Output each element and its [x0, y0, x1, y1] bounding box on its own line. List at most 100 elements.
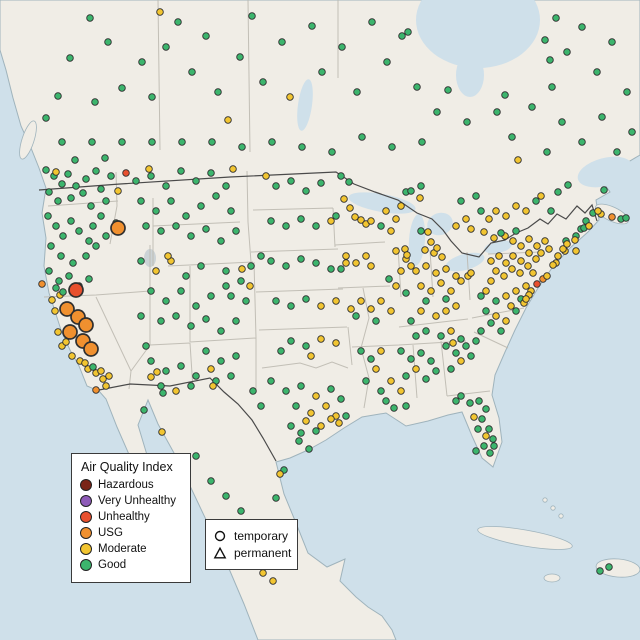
monitor-station-dot[interactable] [332, 212, 340, 220]
monitor-station-dot[interactable] [332, 297, 340, 305]
monitor-station-dot[interactable] [332, 339, 340, 347]
monitor-station-dot[interactable] [232, 317, 240, 325]
monitor-station-dot[interactable] [267, 377, 275, 385]
monitor-station-dot[interactable] [407, 317, 415, 325]
monitor-station-dot[interactable] [452, 302, 460, 310]
monitor-station-dot[interactable] [54, 197, 62, 205]
monitor-station-dot[interactable] [174, 18, 182, 26]
monitor-station-dot[interactable] [82, 175, 90, 183]
monitor-station-dot[interactable] [89, 222, 97, 230]
monitor-station-dot[interactable] [114, 187, 122, 195]
monitor-station-dot[interactable] [508, 133, 516, 141]
monitor-station-dot[interactable] [452, 272, 460, 280]
monitor-station-dot[interactable] [512, 307, 520, 315]
monitor-station-dot[interactable] [563, 240, 571, 248]
monitor-station-dot[interactable] [177, 167, 185, 175]
monitor-station-dot[interactable] [276, 470, 284, 478]
monitor-station-dot[interactable] [457, 197, 465, 205]
monitor-station-dot[interactable] [327, 217, 335, 225]
monitor-station-dot[interactable] [318, 68, 326, 76]
monitor-station-dot[interactable] [297, 215, 305, 223]
monitor-station-dot[interactable] [508, 265, 516, 273]
monitor-station-dot[interactable] [480, 228, 488, 236]
monitor-station-dot[interactable] [512, 202, 520, 210]
monitor-station-dot[interactable] [608, 213, 616, 221]
monitor-station-dot[interactable] [42, 166, 50, 174]
monitor-station-dot[interactable] [227, 207, 235, 215]
monitor-station-dot[interactable] [512, 287, 520, 295]
monitor-station-dot[interactable] [578, 23, 586, 31]
monitor-station-dot[interactable] [442, 342, 450, 350]
monitor-station-dot[interactable] [85, 237, 93, 245]
monitor-station-dot[interactable] [600, 186, 608, 194]
monitor-station-dot[interactable] [432, 312, 440, 320]
monitor-station-dot[interactable] [541, 36, 549, 44]
monitor-station-dot[interactable] [105, 372, 113, 380]
monitor-station-dot[interactable] [512, 227, 520, 235]
monitor-station-dot[interactable] [86, 14, 94, 22]
monitor-station-dot[interactable] [480, 442, 488, 450]
monitor-station-dot[interactable] [69, 259, 77, 267]
monitor-station-dot[interactable] [132, 177, 140, 185]
monitor-station-dot[interactable] [433, 108, 441, 116]
monitor-station-dot[interactable] [382, 207, 390, 215]
monitor-station-dot[interactable] [159, 389, 167, 397]
monitor-station-dot[interactable] [164, 252, 172, 260]
monitor-station-dot[interactable] [202, 32, 210, 40]
monitor-station-dot[interactable] [118, 84, 126, 92]
monitor-station-dot[interactable] [292, 402, 300, 410]
monitor-station-dot[interactable] [277, 347, 285, 355]
monitor-station-dot[interactable] [97, 185, 105, 193]
monitor-station-dot[interactable] [152, 207, 160, 215]
monitor-station-dot[interactable] [62, 338, 70, 346]
monitor-station-dot[interactable] [507, 302, 515, 310]
monitor-station-dot[interactable] [207, 169, 215, 177]
monitor-station-dot[interactable] [307, 352, 315, 360]
monitor-station-dot[interactable] [407, 355, 415, 363]
monitor-station-dot[interactable] [558, 118, 566, 126]
monitor-station-dot[interactable] [65, 272, 73, 280]
monitor-station-dot[interactable] [485, 425, 493, 433]
monitor-station-dot[interactable] [522, 282, 530, 290]
monitor-station-dot[interactable] [207, 365, 215, 373]
monitor-station-dot[interactable] [524, 262, 532, 270]
monitor-station-dot[interactable] [564, 181, 572, 189]
monitor-station-dot[interactable] [387, 307, 395, 315]
monitor-station-dot[interactable] [172, 387, 180, 395]
monitor-station-dot[interactable] [433, 244, 441, 252]
monitor-station-dot[interactable] [387, 227, 395, 235]
monitor-station-dot[interactable] [554, 252, 562, 260]
monitor-station-dot[interactable] [502, 212, 510, 220]
monitor-station-dot[interactable] [482, 432, 490, 440]
monitor-station-dot[interactable] [545, 245, 553, 253]
monitor-station-dot[interactable] [67, 217, 75, 225]
monitor-station-dot[interactable] [525, 249, 533, 257]
monitor-station-dot[interactable] [509, 252, 517, 260]
monitor-station-dot[interactable] [397, 267, 405, 275]
monitor-station-dot[interactable] [104, 38, 112, 46]
monitor-station-dot[interactable] [208, 138, 216, 146]
monitor-station-dot[interactable] [187, 382, 195, 390]
monitor-station-dot[interactable] [372, 365, 380, 373]
monitor-station-dot[interactable] [608, 38, 616, 46]
monitor-station-dot[interactable] [467, 269, 475, 277]
monitor-station-dot[interactable] [482, 307, 490, 315]
monitor-station-dot[interactable] [307, 409, 315, 417]
monitor-station-dot[interactable] [59, 301, 75, 317]
monitor-station-dot[interactable] [525, 235, 533, 243]
monitor-station-dot[interactable] [402, 372, 410, 380]
monitor-station-dot[interactable] [83, 341, 99, 357]
monitor-station-dot[interactable] [338, 43, 346, 51]
monitor-station-dot[interactable] [58, 138, 66, 146]
monitor-station-dot[interactable] [322, 402, 330, 410]
monitor-station-dot[interactable] [353, 88, 361, 96]
monitor-station-dot[interactable] [367, 355, 375, 363]
monitor-station-dot[interactable] [407, 262, 415, 270]
monitor-station-dot[interactable] [543, 272, 551, 280]
monitor-station-dot[interactable] [467, 352, 475, 360]
monitor-station-dot[interactable] [357, 297, 365, 305]
monitor-station-dot[interactable] [249, 387, 257, 395]
monitor-station-dot[interactable] [178, 138, 186, 146]
monitor-station-dot[interactable] [402, 289, 410, 297]
monitor-station-dot[interactable] [152, 267, 160, 275]
